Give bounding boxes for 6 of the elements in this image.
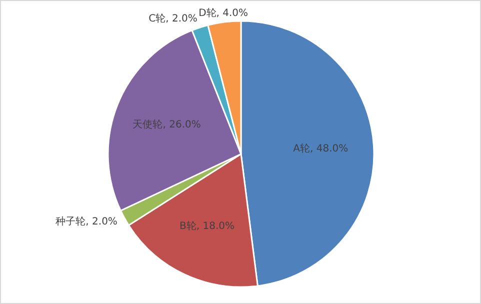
slice-label: B轮, 18.0% xyxy=(180,220,235,232)
slice-label: A轮, 48.0% xyxy=(293,142,348,155)
slice-label: 种子轮, 2.0% xyxy=(56,216,118,228)
slice-label: 天使轮, 26.0% xyxy=(132,118,201,130)
slice-label: C轮, 2.0% xyxy=(148,12,198,25)
slice-label: D轮, 4.0% xyxy=(198,6,248,19)
